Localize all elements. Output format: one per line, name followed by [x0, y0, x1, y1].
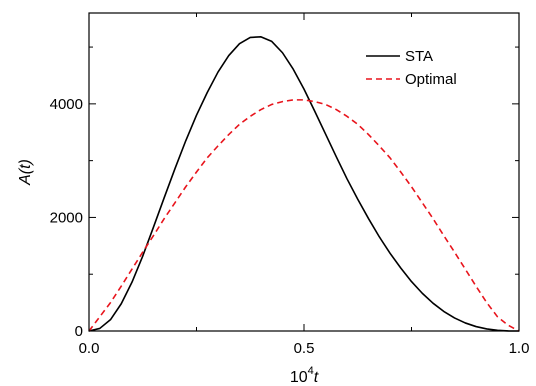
- x-tick-label: 0.5: [294, 340, 315, 357]
- legend-label-sta: STA: [405, 48, 433, 65]
- ticks-layer: [88, 13, 520, 332]
- series-layer: [88, 36, 520, 332]
- series-line-sta: [88, 36, 520, 332]
- series-line-optimal: [88, 99, 520, 332]
- legend-label-optimal: Optimal: [405, 71, 457, 88]
- legend: STA Optimal: [366, 48, 457, 88]
- x-axis-title-variable: t: [314, 369, 319, 386]
- x-axis-title-base: 10: [290, 369, 308, 386]
- tick-labels-layer: 0.0 0.5 1.0 0 2000 4000: [50, 96, 530, 357]
- y-axis-title: A(t): [17, 159, 34, 186]
- x-axis-title: 104t: [290, 365, 319, 386]
- y-tick-label: 4000: [50, 96, 83, 113]
- x-tick-label: 0.0: [79, 340, 100, 357]
- y-tick-label: 0: [75, 323, 83, 340]
- x-axis-title-exponent: 4: [308, 365, 314, 377]
- plot-frame: [88, 12, 520, 332]
- y-tick-label: 2000: [50, 209, 83, 226]
- x-tick-label: 1.0: [509, 340, 530, 357]
